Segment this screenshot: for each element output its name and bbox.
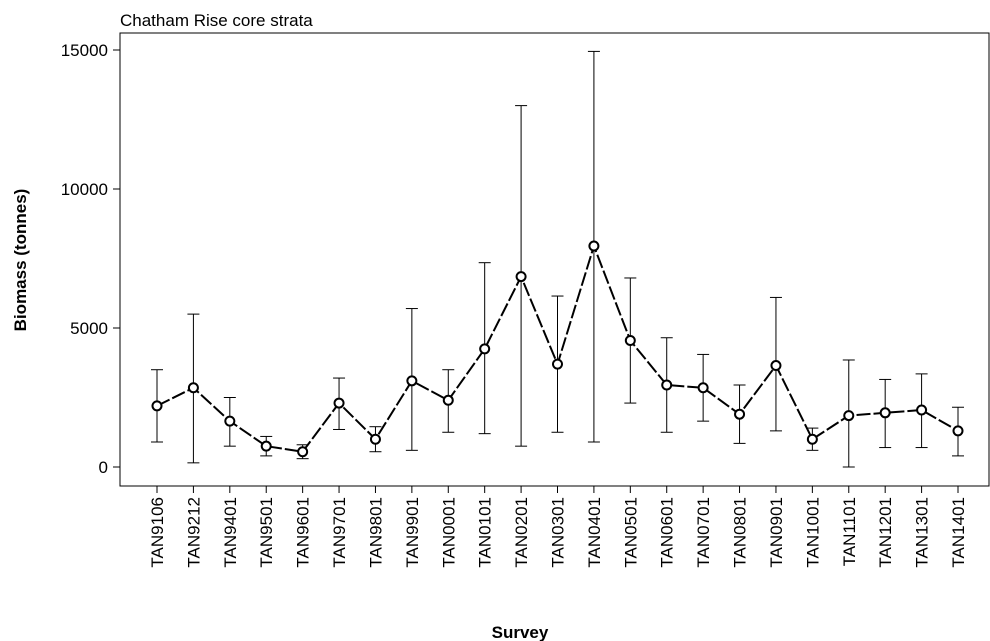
x-tick-label: TAN1301: [913, 497, 932, 568]
x-tick-label: TAN1001: [803, 497, 822, 568]
y-axis-label: Biomass (tonnes): [11, 189, 30, 332]
x-tick-label: TAN0801: [731, 497, 750, 568]
data-point: [515, 271, 527, 283]
data-point: [843, 410, 855, 422]
data-point: [442, 394, 454, 406]
x-tick-label: TAN9401: [221, 497, 240, 568]
data-point: [624, 335, 636, 347]
x-tick-label: TAN9901: [403, 497, 422, 568]
data-point: [734, 408, 746, 420]
x-tick-label: TAN0601: [658, 497, 677, 568]
x-tick-label: TAN9801: [366, 497, 385, 568]
x-axis-label: Survey: [492, 623, 549, 641]
y-tick-label: 10000: [61, 180, 108, 199]
data-point: [916, 404, 928, 416]
data-point: [333, 397, 345, 409]
x-tick-label: TAN0101: [476, 497, 495, 568]
data-point: [260, 440, 272, 452]
x-tick-label: TAN1401: [949, 497, 968, 568]
x-tick-label: TAN0401: [585, 497, 604, 568]
data-point: [479, 343, 491, 355]
chart-title: Chatham Rise core strata: [120, 11, 313, 30]
plot-frame: [119, 32, 990, 487]
x-tick-label: TAN0901: [767, 497, 786, 568]
data-point: [588, 240, 600, 252]
y-tick-label: 0: [99, 458, 108, 477]
x-tick-label: TAN0201: [512, 497, 531, 568]
x-tick-label: TAN9601: [294, 497, 313, 568]
x-tick-label: TAN9106: [148, 497, 167, 568]
x-tick-label: TAN9701: [330, 497, 349, 568]
data-point: [151, 400, 163, 412]
x-tick-label: TAN0301: [549, 497, 568, 568]
data-point: [879, 407, 891, 419]
data-point: [697, 382, 709, 394]
y-tick-label: 5000: [70, 319, 108, 338]
x-tick-label: TAN9212: [184, 497, 203, 568]
data-point: [187, 382, 199, 394]
data-point: [406, 375, 418, 387]
data-point: [552, 358, 563, 370]
data-point: [369, 433, 381, 445]
y-tick-label: 15000: [61, 41, 108, 60]
x-tick-label: TAN0501: [621, 497, 640, 568]
data-point: [952, 425, 964, 437]
x-tick-label: TAN0001: [439, 497, 458, 568]
x-tick-label: TAN9501: [257, 497, 276, 568]
x-tick-label: TAN0701: [694, 497, 713, 568]
data-point: [224, 415, 236, 427]
data-point: [297, 446, 309, 458]
data-point: [661, 379, 673, 391]
data-point: [770, 360, 782, 372]
data-point: [806, 433, 818, 445]
x-tick-label: TAN1101: [840, 497, 859, 566]
x-tick-label: TAN1201: [876, 497, 895, 568]
